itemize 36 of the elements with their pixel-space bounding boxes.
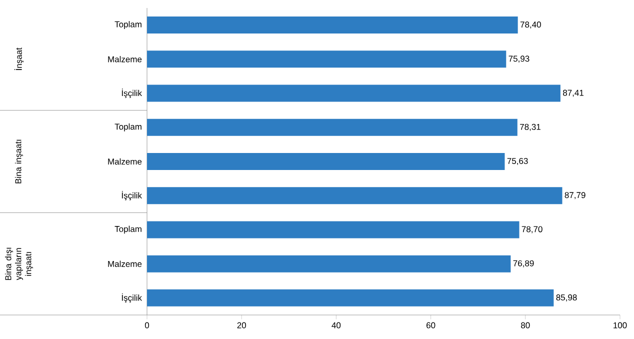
y-tick-label: Toplam	[114, 226, 142, 234]
data-label: 87,79	[564, 192, 586, 200]
data-label: 75,93	[508, 56, 530, 63]
x-tick-label: 40	[332, 322, 341, 328]
text: Bina dışı yapıların inşaatı	[5, 248, 33, 280]
data-label: 78,70	[522, 226, 542, 234]
y-tick-label: İşçilik	[122, 191, 142, 200]
y-tick-label: Toplam	[114, 21, 142, 30]
text: İnşaat	[14, 48, 24, 70]
data-label: 76,89	[513, 260, 534, 268]
y-tick-label: İşçilik	[122, 293, 142, 303]
x-tick-label: 0	[144, 322, 150, 328]
bar	[147, 50, 506, 68]
bar	[147, 152, 505, 170]
x-tick-label: 80	[521, 322, 530, 328]
bar	[147, 255, 511, 272]
y-tick-label: Malzeme	[108, 260, 142, 267]
bar	[147, 221, 520, 238]
data-label: 78,31	[520, 124, 540, 131]
bar	[147, 187, 562, 204]
bar	[147, 289, 554, 306]
bar	[147, 84, 560, 102]
bar	[147, 16, 518, 34]
data-label: 85,98	[556, 294, 577, 302]
y-tick-label: Malzeme	[108, 56, 142, 62]
x-tick-label: 100	[614, 322, 627, 328]
data-label: 87,41	[563, 90, 584, 97]
x-tick-label: 60	[426, 322, 436, 328]
y-tick-label: Malzeme	[108, 158, 142, 165]
bar	[147, 118, 518, 136]
y-tick-label: Toplam	[114, 123, 142, 132]
x-tick-label: 20	[237, 322, 246, 328]
y-tick-label: İşçilik	[122, 88, 142, 98]
data-label: 78,40	[520, 22, 541, 29]
text: Bina inşaatı	[15, 140, 23, 184]
data-label: 75,63	[507, 158, 528, 165]
